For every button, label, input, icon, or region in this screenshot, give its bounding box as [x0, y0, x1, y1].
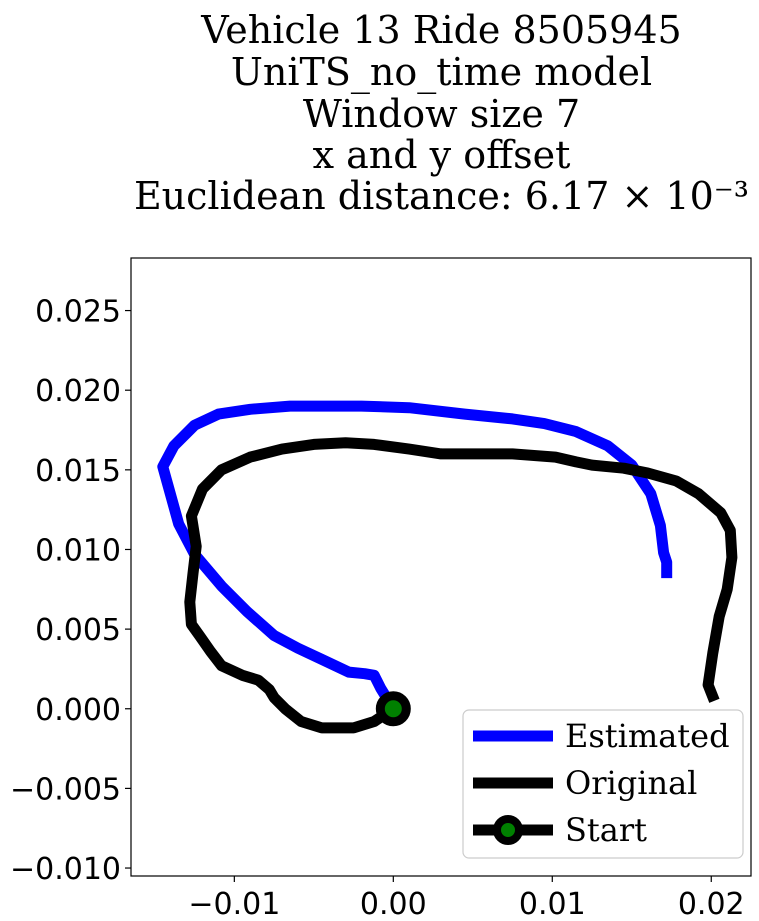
plot-area	[157, 400, 738, 734]
start-marker	[375, 691, 411, 727]
y-tick-label: 0.025	[35, 295, 121, 330]
chart-title: Vehicle 13 Ride 8505945 UniTS_no_time mo…	[0, 0, 759, 230]
title-line-2: UniTS_no_time model	[230, 50, 653, 94]
series-line-original	[184, 437, 738, 734]
y-tick-label: 0.015	[35, 454, 121, 489]
y-tick-label: 0.010	[35, 533, 121, 568]
y-tick-label: 0.005	[35, 613, 121, 648]
x-tick-label: −0.01	[188, 887, 280, 921]
legend-label-estimated: Estimated	[565, 717, 730, 755]
x-tick-label: 0.00	[360, 887, 427, 921]
title-line-1: Vehicle 13 Ride 8505945	[201, 8, 682, 52]
legend: Estimated Original Start	[462, 709, 744, 859]
y-tick-label: −0.005	[10, 772, 121, 807]
x-tick-label: 0.02	[678, 887, 745, 921]
y-tick-label: 0.020	[35, 374, 121, 409]
plot-frame	[130, 257, 752, 877]
series-line-estimated	[157, 400, 673, 712]
axes: −0.01 0.00 0.01 0.02 −0.010 −0.005 0.000 0.005 0…	[10, 257, 752, 921]
legend-label-original: Original	[565, 764, 697, 802]
title-line-3: Window size 7	[302, 92, 581, 136]
title-line-5: Euclidean distance: 6.17 × 10⁻³	[133, 174, 750, 218]
y-tick-label: −0.010	[10, 852, 121, 887]
legend-start-marker	[493, 815, 523, 845]
title-line-4: x and y offset	[312, 133, 571, 177]
x-tick-label: 0.01	[519, 887, 586, 921]
y-tick-label: 0.000	[35, 693, 121, 728]
legend-label-start: Start	[565, 811, 647, 849]
legend-box	[462, 709, 744, 859]
